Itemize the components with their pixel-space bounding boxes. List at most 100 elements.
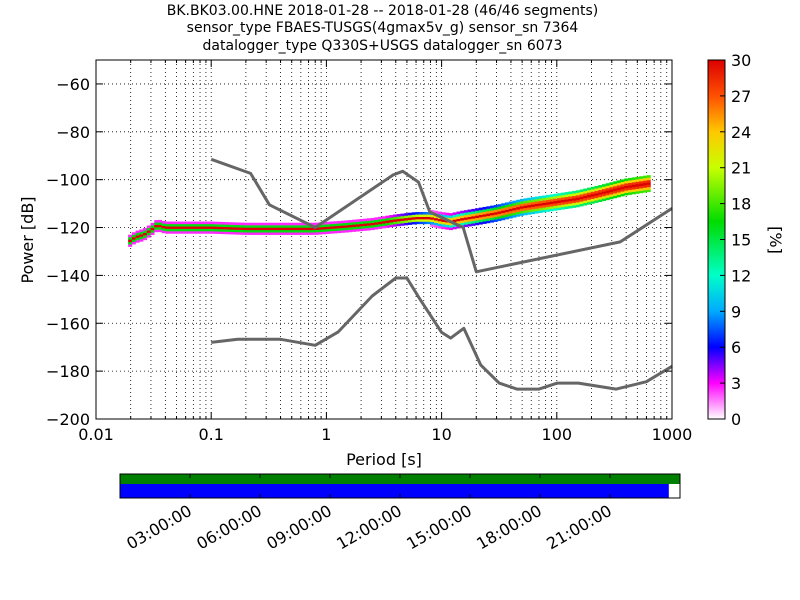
psd-density-cell [448, 225, 454, 228]
psd-density-cell [169, 228, 174, 232]
psd-density-cell [355, 219, 360, 222]
psd-density-cell [258, 229, 263, 233]
psd-density-cell [258, 225, 263, 228]
psd-density-cell [176, 228, 181, 232]
psd-density-cell [501, 203, 506, 206]
psd-density-cell [434, 215, 439, 219]
psd-density-cell [329, 221, 334, 225]
psd-density-cell [463, 224, 468, 228]
psd-density-cell [228, 224, 233, 228]
psd-density-cell [303, 232, 308, 235]
psd-density-cell [448, 227, 454, 231]
psd-density-cell [322, 224, 327, 228]
psd-density-cell [415, 214, 420, 217]
psd-density-cell [575, 195, 580, 198]
psd-density-cell [497, 213, 502, 217]
psd-density-cell [228, 222, 233, 225]
psd-density-cell [169, 221, 174, 225]
psd-density-cell [441, 212, 446, 215]
psd-density-cell [337, 225, 342, 229]
psd-density-cell [344, 222, 349, 226]
psd-density-cell [419, 214, 424, 217]
y-axis-label: Power [dB] [18, 196, 37, 283]
psd-density-cell [590, 201, 595, 204]
psd-density-cell [269, 232, 274, 235]
psd-density-cell [303, 229, 308, 233]
psd-density-cell [490, 205, 495, 209]
psd-density-cell [527, 197, 532, 201]
psd-density-cell [232, 224, 237, 228]
psd-density-cell [400, 223, 405, 226]
psd-density-cell [146, 227, 151, 231]
psd-density-cell [351, 226, 357, 230]
psd-density-cell [624, 192, 629, 196]
psd-density-cell [501, 205, 506, 209]
psd-density-cell [247, 227, 252, 231]
psd-density-cell [240, 227, 245, 230]
psd-density-cell [601, 186, 606, 190]
psd-density-cell [284, 232, 289, 235]
psd-density-cell [415, 219, 420, 222]
psd-density-cell [135, 240, 140, 243]
psd-density-cell [266, 229, 271, 233]
psd-density-cell [639, 183, 644, 187]
psd-density-cell [486, 220, 491, 224]
psd-density-cell [236, 232, 241, 235]
psd-density-cell [560, 192, 565, 196]
psd-density-cell [583, 200, 588, 204]
psd-density-cell [486, 215, 491, 219]
psd-density-cell [191, 231, 196, 234]
psd-density-cell [139, 236, 144, 240]
psd-density-cell [460, 217, 465, 221]
psd-density-cell [516, 209, 521, 212]
psd-density-cell [243, 222, 248, 226]
psd-density-cell [463, 210, 468, 213]
psd-density-cell [486, 213, 491, 217]
psd-density-cell [452, 219, 457, 223]
psd-density-cell [154, 224, 159, 228]
psd-density-cell [195, 226, 200, 229]
psd-density-cell [318, 227, 323, 230]
psd-density-cell [176, 223, 181, 227]
psd-density-cell [471, 218, 476, 222]
psd-density-cell [243, 225, 248, 228]
psd-density-cell [236, 222, 241, 226]
psd-density-cell [325, 228, 330, 232]
psd-density-cell [254, 229, 259, 233]
psd-density-cell [422, 216, 427, 220]
psd-density-cell [400, 213, 405, 217]
psd-density-cell [154, 229, 159, 233]
psd-density-cell [475, 222, 480, 226]
psd-density-cell [404, 217, 409, 221]
psd-density-cell [228, 229, 233, 232]
psd-density-cell [452, 226, 457, 230]
psd-density-cell [497, 211, 502, 214]
psd-density-cell [452, 224, 457, 227]
psd-density-cell [508, 206, 513, 209]
psd-density-cell [508, 213, 513, 217]
psd-density-cell [277, 222, 282, 226]
psd-density-cell [143, 227, 148, 231]
psd-density-cell [176, 231, 181, 234]
psd-density-cell [545, 197, 551, 200]
psd-density-cell [609, 194, 614, 197]
psd-density-cell [366, 227, 371, 231]
psd-density-cell [639, 188, 644, 191]
psd-density-cell [482, 209, 487, 212]
psd-density-cell [437, 221, 442, 224]
psd-density-cell [549, 194, 554, 197]
psd-density-cell [434, 222, 439, 226]
psd-density-cell [583, 193, 588, 196]
chart-title-line-3: datalogger_type Q330S+USGS datalogger_sn… [202, 38, 563, 54]
psd-density-cell [587, 192, 592, 196]
psd-density-cell [601, 191, 606, 194]
psd-density-cell [590, 198, 595, 202]
psd-density-cell [154, 222, 159, 226]
psd-density-cell [310, 232, 315, 235]
psd-density-cell [579, 194, 584, 197]
psd-density-cell [176, 221, 181, 225]
psd-density-cell [504, 204, 509, 208]
psd-density-cell [337, 223, 342, 226]
psd-density-cell [195, 223, 200, 227]
data-coverage-bar [120, 474, 680, 484]
